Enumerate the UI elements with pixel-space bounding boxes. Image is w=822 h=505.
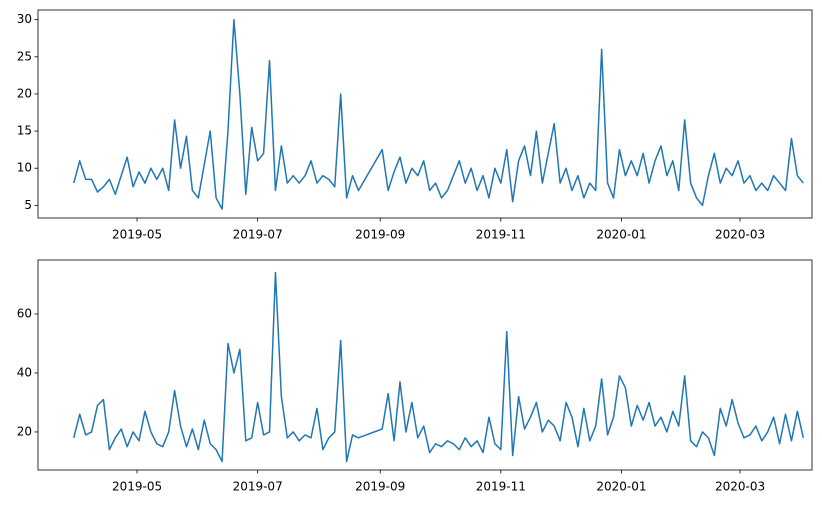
x-tick-label: 2019-11 [476,480,526,494]
x-tick-label: 2019-05 [112,228,162,242]
y-tick-label: 20 [17,86,32,100]
subplot: 2019-05 2019-07 2019-09 2019-11 2020-01 2020-… [17,9,813,242]
y-tick-label: 20 [17,424,32,438]
y-tick-label: 15 [17,124,32,138]
y-tick-label: 60 [17,306,32,320]
x-tick-label: 2019-09 [355,228,405,242]
x-tick-label: 2020-01 [596,228,646,242]
x-tick-label: 2020-03 [715,480,765,494]
plot-area [73,271,805,463]
y-tick-label: 5 [24,198,32,212]
y-tick-label: 25 [17,49,32,63]
y-tick-label: 40 [17,365,32,379]
data-line [73,271,805,463]
axes-frame [37,259,813,471]
x-tick-label: 2019-09 [355,480,405,494]
x-tick-label: 2019-07 [233,480,283,494]
x-tick-label: 2019-07 [233,228,283,242]
x-tick-label: 2020-03 [715,228,765,242]
plot-area [73,18,804,210]
subplot: 2019-05 2019-07 2019-09 2019-11 2020-01 2020-… [17,259,813,494]
y-tick-label: 10 [17,161,32,175]
y-tick-label: 30 [17,12,32,26]
x-tick-label: 2019-11 [476,228,526,242]
x-tick-label: 2019-05 [112,480,162,494]
data-line [73,18,804,210]
axes-frame [37,9,813,219]
x-tick-label: 2020-01 [596,480,646,494]
